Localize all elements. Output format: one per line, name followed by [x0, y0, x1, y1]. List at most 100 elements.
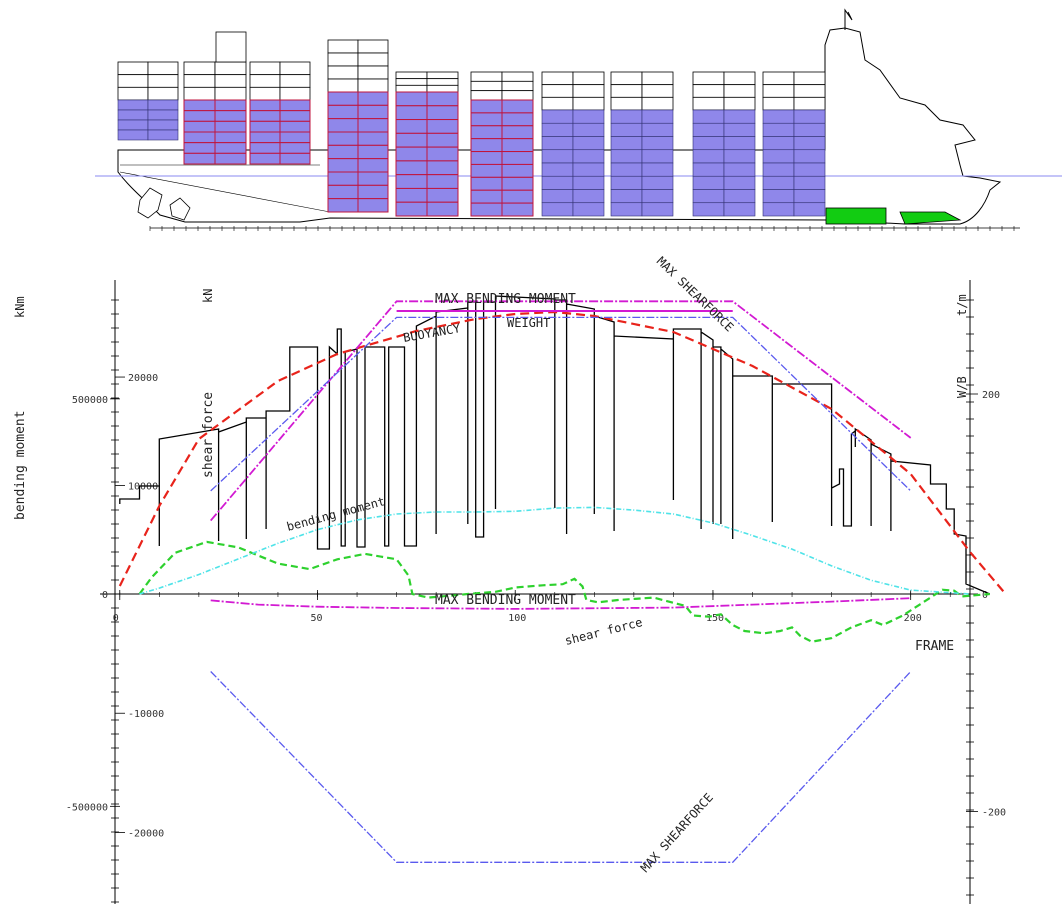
deck-container [249, 74, 281, 88]
hold-container [214, 142, 247, 154]
hold-container [723, 149, 756, 164]
hold-container [692, 189, 725, 204]
annotation-weight: WEIGHT [507, 316, 550, 330]
hold-container [395, 160, 428, 176]
hold-container [541, 202, 574, 217]
hold-container [470, 112, 503, 127]
hold-container [214, 131, 247, 144]
deck-container [183, 86, 216, 101]
hold-container [470, 202, 503, 217]
hold-container [572, 109, 605, 124]
hold-container [692, 175, 725, 190]
axis-label-frame: FRAME [915, 639, 954, 654]
hold-container [501, 202, 534, 217]
hold-container [610, 149, 643, 164]
hold-container [327, 198, 359, 213]
deck-container [117, 86, 149, 101]
hold-container [470, 99, 503, 114]
hold-container [395, 187, 428, 203]
deck-container [357, 52, 389, 67]
deck-container [357, 65, 389, 80]
wb-tick-label: -200 [982, 808, 1006, 819]
hold-container [183, 110, 216, 122]
deck-container [426, 84, 459, 93]
hold-container [762, 189, 795, 204]
x-tick-label: 100 [508, 613, 526, 624]
hold-container [501, 99, 534, 114]
hold-container [723, 109, 756, 124]
hold-container [147, 99, 179, 111]
hold-container [395, 146, 428, 162]
hold-container [470, 138, 503, 153]
annotation-max-bending-moment-top: MAX BENDING MOMENT [435, 292, 576, 307]
bm-tick-label: 0 [102, 590, 108, 601]
hold-container [641, 175, 674, 190]
x-tick-label: 0 [113, 613, 119, 624]
hold-container [610, 189, 643, 204]
hold-container [395, 105, 428, 121]
hold-container [426, 201, 459, 217]
hold-container [793, 136, 826, 151]
hold-container [357, 91, 389, 106]
deck-container [470, 80, 503, 92]
deck-container [327, 78, 359, 93]
deck-container [541, 71, 574, 86]
hold-container [723, 136, 756, 151]
hold-container [214, 152, 247, 165]
wb-tick-label: 200 [982, 390, 1000, 401]
hold-container [327, 91, 359, 106]
hold-container [279, 99, 311, 112]
hold-container [641, 122, 674, 137]
deck-container [395, 84, 428, 93]
sf-tick-label: 20000 [128, 373, 158, 384]
hold-container [147, 129, 179, 141]
deck-container [249, 61, 281, 76]
hold-container [692, 149, 725, 164]
axis-unit-knm: kNm [13, 296, 27, 318]
hold-container [470, 189, 503, 204]
deck-container [279, 61, 311, 76]
hold-container [117, 99, 149, 111]
deck-container [501, 80, 534, 92]
hold-container [610, 162, 643, 177]
hold-container [572, 189, 605, 204]
hold-container [692, 202, 725, 217]
hold-container [183, 99, 216, 112]
hold-container [723, 162, 756, 177]
hold-container [249, 142, 281, 154]
deck-container [470, 90, 503, 101]
hold-container [793, 202, 826, 217]
hold-container [762, 136, 795, 151]
axis-label-kn: kN [201, 289, 215, 303]
hold-container [327, 131, 359, 146]
hold-container [117, 109, 149, 121]
hold-container [723, 175, 756, 190]
deck-container [279, 74, 311, 88]
hold-container [610, 202, 643, 217]
deck-container [357, 39, 389, 54]
deck-container [641, 71, 674, 86]
annotation-buoyancy: BUOYANCY [402, 321, 462, 345]
annotation-bending-moment-curve: bending moment [285, 494, 386, 534]
fwd-tank [825, 207, 887, 225]
hold-container [395, 174, 428, 189]
deck-container [793, 71, 826, 86]
sf-tick-label: -10000 [128, 709, 164, 720]
hold-container [541, 175, 574, 190]
rudder [137, 187, 163, 219]
hold-container [426, 187, 459, 203]
x-tick-label: 200 [904, 613, 922, 624]
hold-container [470, 176, 503, 191]
deck-container [327, 52, 359, 67]
deck-container [426, 71, 459, 80]
ship-profile [95, 8, 1062, 231]
hold-container [357, 131, 389, 146]
hold-container [641, 189, 674, 204]
deck-container [762, 84, 795, 98]
hold-container [426, 132, 459, 148]
series-max-bending-moment-4 [210, 597, 911, 610]
hold-container [470, 163, 503, 178]
chart-series [118, 295, 1007, 863]
hold-container [641, 109, 674, 124]
hold-container [357, 104, 389, 120]
